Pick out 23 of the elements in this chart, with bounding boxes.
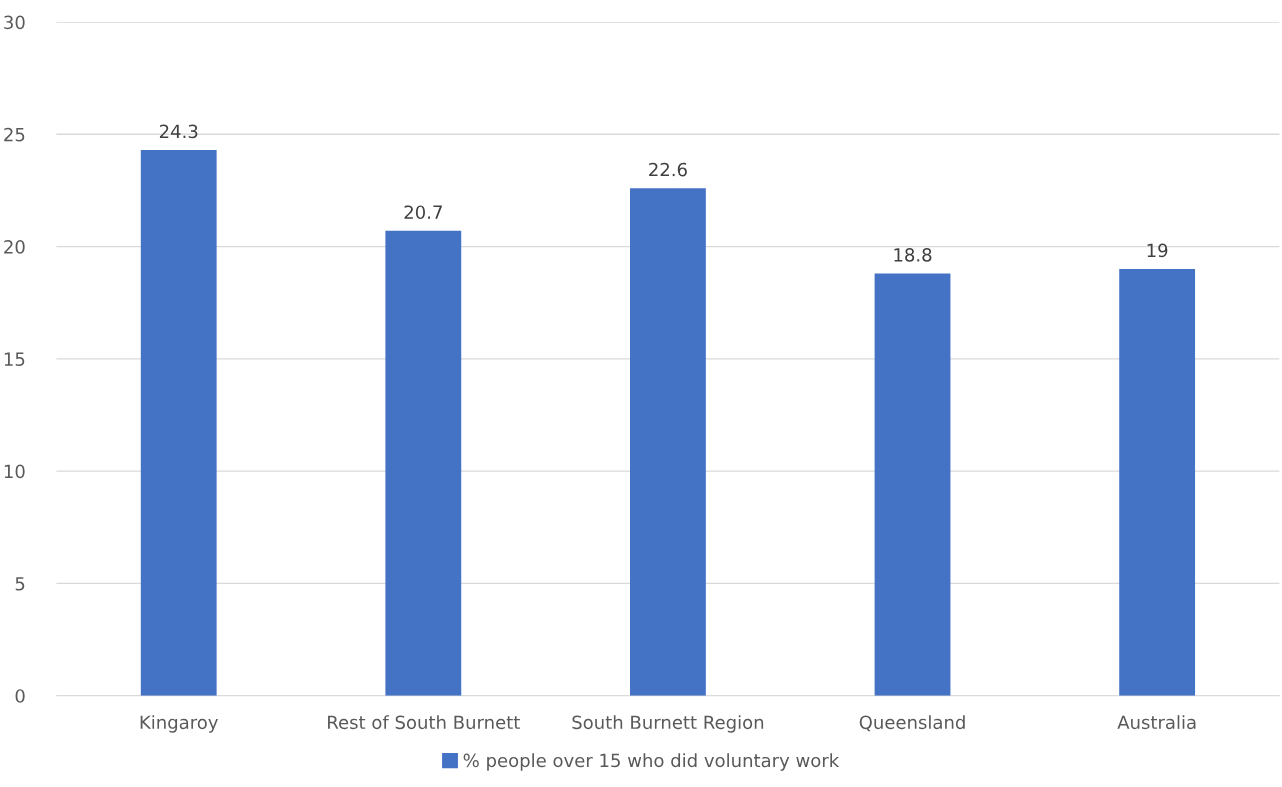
bar — [874, 273, 951, 696]
bar — [1119, 269, 1196, 696]
x-tick-label: Australia — [1117, 715, 1196, 730]
y-tick-label: 20 — [4, 240, 25, 254]
y-tick-label: 5 — [15, 577, 25, 591]
data-label: 24.3 — [159, 124, 198, 139]
bar — [630, 188, 706, 696]
x-tick-label: South Burnett Region — [572, 715, 764, 733]
y-tick-label: 10 — [4, 464, 25, 479]
legend-label: % people over 15 who did voluntary work — [463, 753, 840, 771]
y-tick-label: 15 — [4, 352, 25, 366]
data-label: 18.8 — [894, 248, 932, 262]
bar — [140, 150, 217, 696]
y-tick-label: 0 — [15, 689, 25, 703]
y-tick-label: 25 — [4, 127, 25, 142]
y-tick-label: 30 — [4, 15, 25, 30]
data-label: 20.7 — [404, 205, 442, 220]
x-tick-label: Kingaroy — [140, 715, 218, 733]
x-tick-label: Queensland — [859, 715, 965, 732]
data-label: 22.6 — [649, 162, 687, 177]
data-label: 19 — [1147, 243, 1168, 258]
bar — [385, 230, 462, 696]
x-tick-label: Rest of South Burnett — [328, 715, 520, 730]
